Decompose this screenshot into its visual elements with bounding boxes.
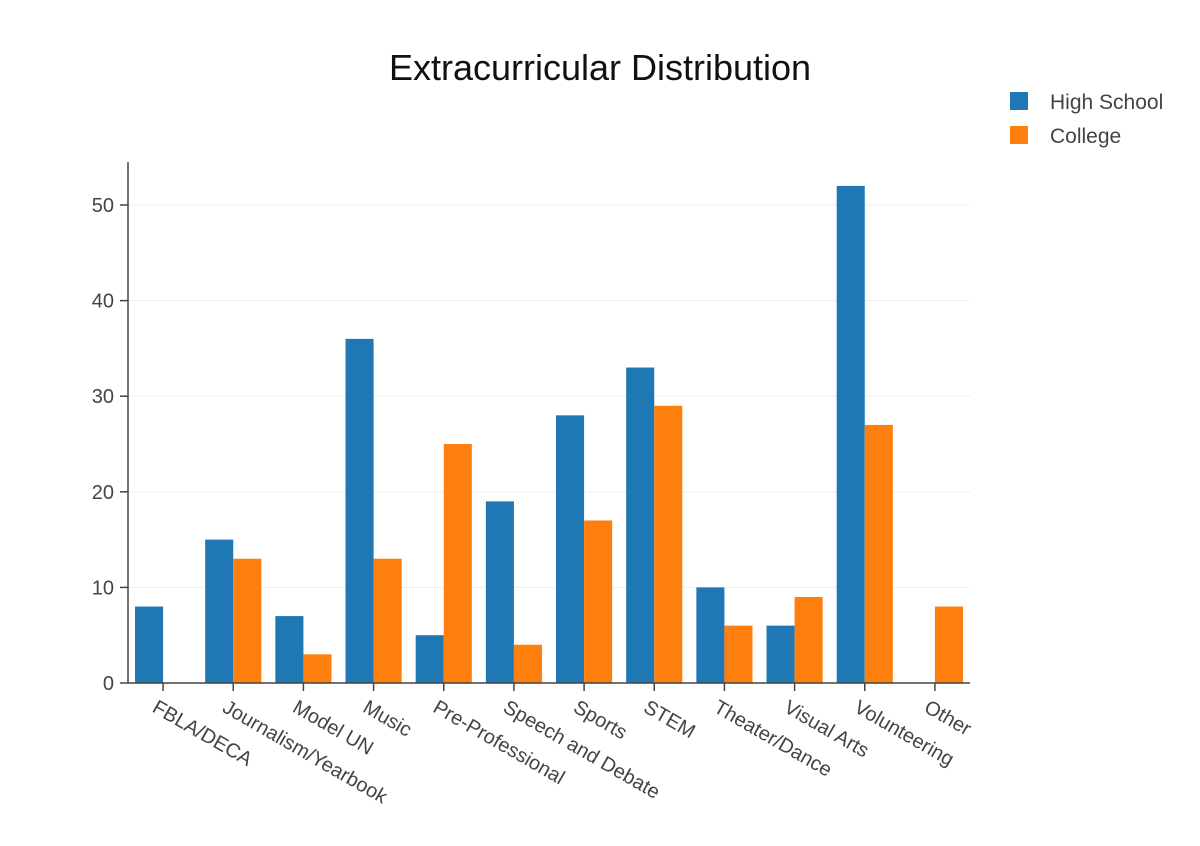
bar[interactable]	[373, 558, 402, 683]
bars	[135, 185, 963, 683]
bar[interactable]	[513, 644, 542, 683]
bar[interactable]	[303, 654, 332, 683]
y-tick-label: 50	[92, 195, 114, 217]
axes	[127, 162, 970, 684]
bar[interactable]	[443, 444, 472, 683]
y-tick-label: 40	[92, 291, 114, 313]
legend[interactable]: High School College	[1010, 91, 1163, 148]
y-tick-label: 10	[92, 577, 114, 599]
legend-swatch	[1010, 92, 1028, 110]
bar[interactable]	[696, 587, 725, 683]
y-axis-ticks: 0 10 20 30 40 50	[92, 195, 128, 695]
y-tick-label: 0	[103, 673, 114, 695]
bar[interactable]	[584, 520, 613, 683]
bar[interactable]	[626, 367, 655, 683]
bar[interactable]	[345, 338, 374, 683]
y-tick-label: 30	[92, 386, 114, 408]
bar[interactable]	[556, 415, 585, 683]
bar[interactable]	[836, 185, 865, 683]
bar[interactable]	[724, 625, 753, 683]
legend-swatch	[1010, 126, 1028, 144]
legend-item-college[interactable]: College	[1010, 125, 1121, 148]
x-tick-label: Theater/Dance	[710, 696, 836, 781]
legend-label: College	[1050, 125, 1121, 148]
gridlines	[128, 204, 970, 588]
legend-label: High School	[1050, 91, 1163, 114]
bar[interactable]	[135, 606, 164, 683]
series-college	[233, 405, 963, 683]
bar[interactable]	[864, 424, 893, 683]
bar[interactable]	[275, 616, 304, 683]
bar[interactable]	[415, 635, 444, 683]
bar[interactable]	[205, 539, 234, 683]
bar[interactable]	[233, 558, 262, 683]
bar[interactable]	[794, 596, 823, 683]
chart-title: Extracurricular Distribution	[389, 47, 811, 88]
bar[interactable]	[934, 606, 963, 683]
bar[interactable]	[654, 405, 683, 683]
legend-item-high-school[interactable]: High School	[1010, 91, 1163, 114]
x-tick-label: STEM	[640, 696, 699, 743]
series-high-school	[135, 185, 865, 683]
x-tick-label: Other	[920, 696, 975, 740]
bar[interactable]	[485, 501, 514, 683]
bar[interactable]	[766, 625, 795, 683]
y-tick-label: 20	[92, 482, 114, 504]
